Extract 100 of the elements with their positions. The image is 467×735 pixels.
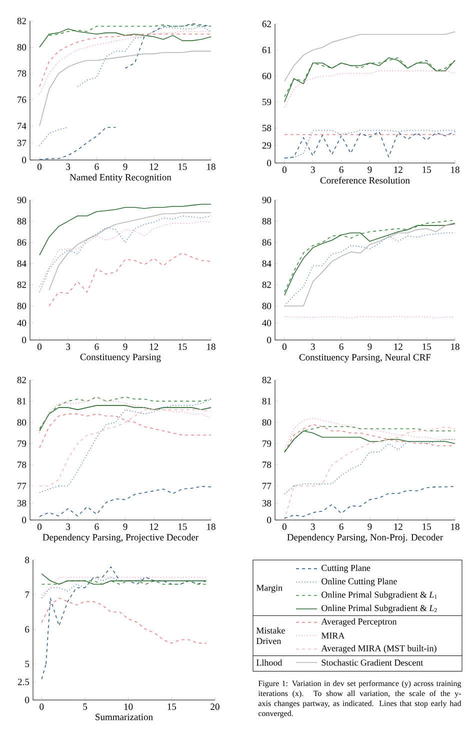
y-tick-label: 5	[25, 660, 30, 668]
y-tick-label: 59	[262, 98, 272, 106]
x-tick-label: 9	[123, 344, 128, 350]
y-tick-label: 77	[18, 482, 26, 490]
caption: Figure 1: Variation in dev set performance (y) across training iterations (x). To show all variation, the scale of the y-axis changes partway, as indicated. Lines that stop early had converged.	[258, 680, 462, 718]
y-tick-label: 0	[25, 696, 30, 704]
x-tick-label: 0	[282, 344, 286, 350]
x-axis-title: Named Entity Recognition	[70, 174, 172, 182]
y-tick-label: 76	[18, 96, 26, 103]
x-tick-label: 0	[40, 704, 44, 710]
x-tick-label: 3	[66, 524, 70, 530]
x-tick-label: 18	[451, 524, 460, 530]
x-tick-label: 9	[368, 524, 372, 530]
x-tick-label: 18	[451, 166, 460, 173]
y-tick-label: 78	[262, 462, 272, 468]
y-tick-label: 74	[18, 122, 26, 130]
y-tick-label: 62	[262, 20, 271, 28]
y-tick-label: 37	[17, 140, 26, 146]
x-tick-label: 9	[368, 166, 372, 173]
y-tick-label: 80	[17, 44, 26, 50]
x-tick-label: 3	[66, 344, 70, 350]
y-tick-label: 77	[262, 482, 272, 490]
x-tick-label: 18	[207, 524, 216, 530]
y-tick-label: 7	[25, 592, 30, 598]
x-tick-label: 3	[310, 524, 315, 530]
y-tick-label: 58	[262, 124, 272, 132]
x-tick-label: 6	[339, 166, 344, 173]
y-tick-label: 82	[17, 18, 26, 24]
y-tick-label: 90	[262, 196, 272, 204]
y-tick-label: 8	[25, 556, 30, 564]
legend-label: Online Primal Subgradient & L$_{1}$	[322, 591, 437, 600]
x-tick-label: 15	[168, 704, 176, 710]
x-tick-label: 6	[94, 344, 99, 350]
x-tick-label: 18	[207, 164, 216, 170]
text: Llhood	[256, 659, 282, 666]
y-tick-label: 40	[17, 320, 26, 326]
y-tick-label: 82	[262, 282, 271, 288]
y-tick-label: 79	[18, 440, 26, 447]
x-tick-label: 6	[94, 164, 99, 170]
y-tick-label: 82	[17, 282, 26, 288]
x-tick-label: 9	[123, 164, 128, 170]
y-tick-label: 29	[262, 142, 272, 149]
x-tick-label: 0	[282, 166, 286, 173]
y-tick-label: 80	[17, 302, 26, 310]
y-tick-label: 78	[18, 70, 26, 77]
x-tick-label: 20	[210, 704, 220, 710]
legend-label: Online Primal Subgradient & L$_{2}$	[322, 604, 437, 613]
y-tick-label: 81	[17, 398, 26, 404]
x-tick-label: 15	[422, 344, 431, 350]
y-tick-label: 82	[17, 376, 26, 384]
y-tick-label: 6	[25, 626, 30, 633]
legend-label: Averaged MIRA (MST built-in)	[321, 645, 436, 654]
x-tick-label: 15	[178, 164, 187, 170]
x-tick-label: 12	[150, 344, 158, 350]
y-tick-label: 86	[262, 239, 272, 246]
x-tick-label: 15	[178, 344, 187, 350]
y-tick-label: 82	[262, 376, 271, 384]
x-tick-label: 5	[83, 704, 87, 710]
x-tick-label: 3	[310, 344, 315, 350]
y-tick-label: 88	[17, 218, 26, 224]
y-tick-label: 60	[262, 72, 272, 80]
y-tick-label: 90	[17, 196, 26, 204]
y-tick-label: 86	[17, 239, 26, 246]
y-tick-label: 40	[262, 320, 272, 326]
x-tick-label: 10	[124, 704, 133, 710]
x-tick-label: 9	[368, 344, 372, 350]
x-tick-label: 0	[38, 344, 42, 350]
y-tick-label: 84	[262, 260, 272, 267]
x-tick-label: 12	[150, 164, 158, 170]
legend-label: MIRA	[321, 632, 345, 639]
x-axis-title: Dependency Parsing, Projective Decoder	[42, 534, 198, 542]
x-axis-title: Coreference Resolution	[320, 176, 410, 184]
x-tick-label: 0	[38, 524, 42, 530]
x-tick-label: 6	[339, 524, 344, 530]
y-tick-label: 61	[262, 46, 271, 54]
legend-label: Online Cutting Plane	[322, 578, 397, 586]
x-axis-title: Summarization	[96, 714, 153, 720]
y-tick-label: 38	[17, 500, 26, 506]
x-tick-label: 6	[94, 524, 99, 530]
y-tick-label: 38	[262, 500, 272, 506]
y-tick-label: 0	[267, 336, 272, 344]
y-tick-label: 80	[262, 302, 272, 310]
y-tick-label: 0	[22, 516, 26, 524]
x-tick-label: 12	[394, 344, 402, 350]
legend-label: Cutting Plane	[322, 564, 370, 573]
y-tick-label: 79	[262, 440, 272, 447]
x-axis-title: Dependency Parsing, Non-Proj. Decoder	[287, 534, 443, 542]
x-tick-label: 3	[66, 164, 70, 170]
y-tick-label: 0	[267, 516, 272, 524]
legend-label: Stochastic Gradient Descent	[322, 659, 424, 666]
x-tick-label: 15	[422, 166, 431, 173]
x-tick-label: 18	[451, 344, 460, 350]
x-tick-label: 3	[310, 166, 315, 173]
y-tick-label: 80	[262, 419, 272, 426]
x-tick-label: 9	[123, 524, 128, 530]
x-axis-title: Constituency Parsing	[80, 354, 161, 362]
legend-label: Averaged Perceptron	[321, 618, 397, 626]
x-tick-label: 15	[422, 524, 431, 530]
x-tick-label: 0	[282, 524, 286, 530]
y-tick-label: 81	[262, 398, 271, 404]
